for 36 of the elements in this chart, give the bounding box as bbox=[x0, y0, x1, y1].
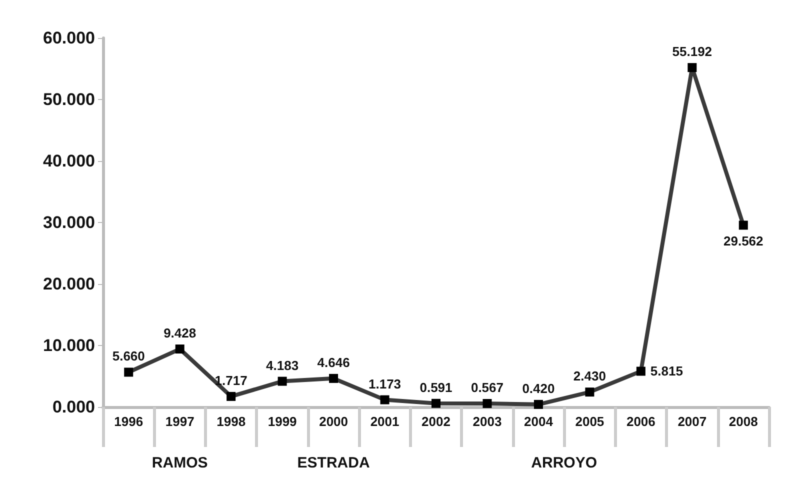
x-tick-label: 2007 bbox=[678, 414, 707, 429]
y-tick-label: 30.000 bbox=[43, 213, 95, 232]
x-tick-label: 1999 bbox=[268, 414, 297, 429]
data-label: 0.567 bbox=[470, 380, 504, 396]
x-tick-label: 2000 bbox=[319, 414, 348, 429]
y-tick-label: 0.000 bbox=[52, 398, 95, 416]
data-label: 5.815 bbox=[650, 364, 683, 379]
x-tick-label: 2008 bbox=[728, 414, 758, 429]
data-label: 1.717 bbox=[214, 372, 248, 388]
data-label: 1.173 bbox=[368, 376, 402, 392]
text: ARROYO bbox=[531, 454, 598, 472]
x-tick-label: 1996 bbox=[114, 414, 144, 429]
x-tick-label: 1998 bbox=[216, 414, 246, 429]
x-tick-label: 2006 bbox=[626, 414, 656, 429]
text: ESTRADA bbox=[297, 454, 370, 472]
data-label: 0.591 bbox=[420, 380, 452, 395]
y-tick-label: 40.000 bbox=[43, 152, 95, 170]
data-label: 4.183 bbox=[266, 358, 299, 373]
text: RAMOS bbox=[152, 454, 208, 472]
x-tick-label: 1997 bbox=[165, 414, 194, 429]
data-label: 9.428 bbox=[164, 326, 196, 341]
data-label: 29.562 bbox=[724, 234, 764, 249]
data-label: 2.430 bbox=[573, 368, 606, 384]
x-tick-label: 2005 bbox=[575, 414, 604, 429]
y-tick-label: 20.000 bbox=[43, 274, 95, 294]
data-label: 0.420 bbox=[522, 380, 555, 396]
x-tick-label: 2002 bbox=[422, 414, 450, 429]
data-label: 4.646 bbox=[317, 354, 350, 370]
y-tick-label: 50.000 bbox=[43, 90, 95, 109]
y-tick-label: 10.000 bbox=[43, 336, 95, 355]
y-tick-label: 60.000 bbox=[43, 28, 95, 48]
data-label: 55.192 bbox=[672, 44, 712, 60]
x-tick-label: 2003 bbox=[472, 414, 502, 429]
x-tick-label: 2004 bbox=[524, 414, 554, 429]
x-tick-label: 2001 bbox=[370, 414, 400, 429]
data-label: 5.660 bbox=[112, 348, 145, 364]
